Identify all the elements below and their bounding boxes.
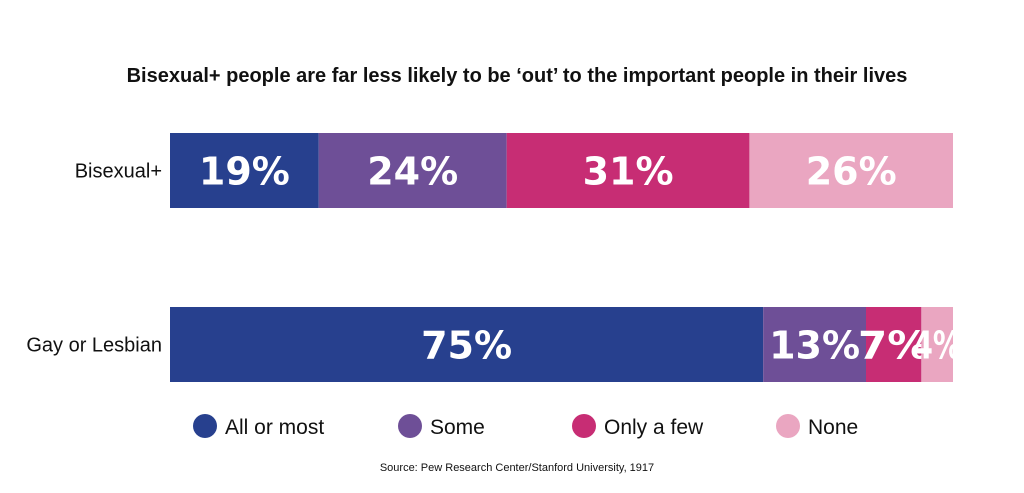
data-label-bisexual-all-or-most: 19%: [199, 150, 290, 194]
legend-label-only-a-few: Only a few: [604, 416, 704, 439]
data-label-bisexual-some: 24%: [367, 150, 458, 194]
bar-segment-bisexual-none: [749, 133, 953, 208]
data-label-gay-or-lesbian-all-or-most: 75%: [421, 324, 512, 368]
bars-group: Bisexual+ 19% 24% 31% 26% Gay or Lesbian 75% 13…: [26, 133, 961, 382]
legend-label-all-or-most: All or most: [225, 416, 324, 439]
bar-segment-bisexual-some: [318, 133, 507, 208]
data-label-gay-or-lesbian-some: 13%: [769, 324, 860, 368]
data-label-bisexual-none: 26%: [806, 150, 897, 194]
bar-segment-gay-or-lesbian-all-or-most: [170, 307, 764, 382]
legend-label-some: Some: [430, 416, 485, 439]
category-label-bisexual: Bisexual+: [75, 161, 162, 183]
bar-segment-gay-or-lesbian-only-a-few: [866, 307, 922, 382]
category-label-gay-or-lesbian: Gay or Lesbian: [26, 335, 162, 357]
legend-swatch-none: [776, 414, 800, 438]
chart-title: Bisexual+ people are far less likely to …: [127, 65, 908, 87]
bar-segment-gay-or-lesbian-some: [763, 307, 866, 382]
legend-label-none: None: [808, 416, 858, 439]
bar-segment-bisexual-all-or-most: [170, 133, 319, 208]
source-note: Source: Pew Research Center/Stanford Uni…: [380, 462, 654, 474]
data-label-bisexual-only-a-few: 31%: [583, 150, 674, 194]
legend-swatch-only-a-few: [572, 414, 596, 438]
legend-swatch-all-or-most: [193, 414, 217, 438]
legend-swatch-some: [398, 414, 422, 438]
legend: All or most Some Only a few None: [193, 414, 858, 439]
data-label-gay-or-lesbian-only-a-few: 7%: [858, 324, 929, 368]
data-label-gay-or-lesbian-none: 4%: [913, 324, 961, 368]
bar-segment-gay-or-lesbian-none: [921, 307, 953, 382]
bar-segment-bisexual-only-a-few: [506, 133, 750, 208]
